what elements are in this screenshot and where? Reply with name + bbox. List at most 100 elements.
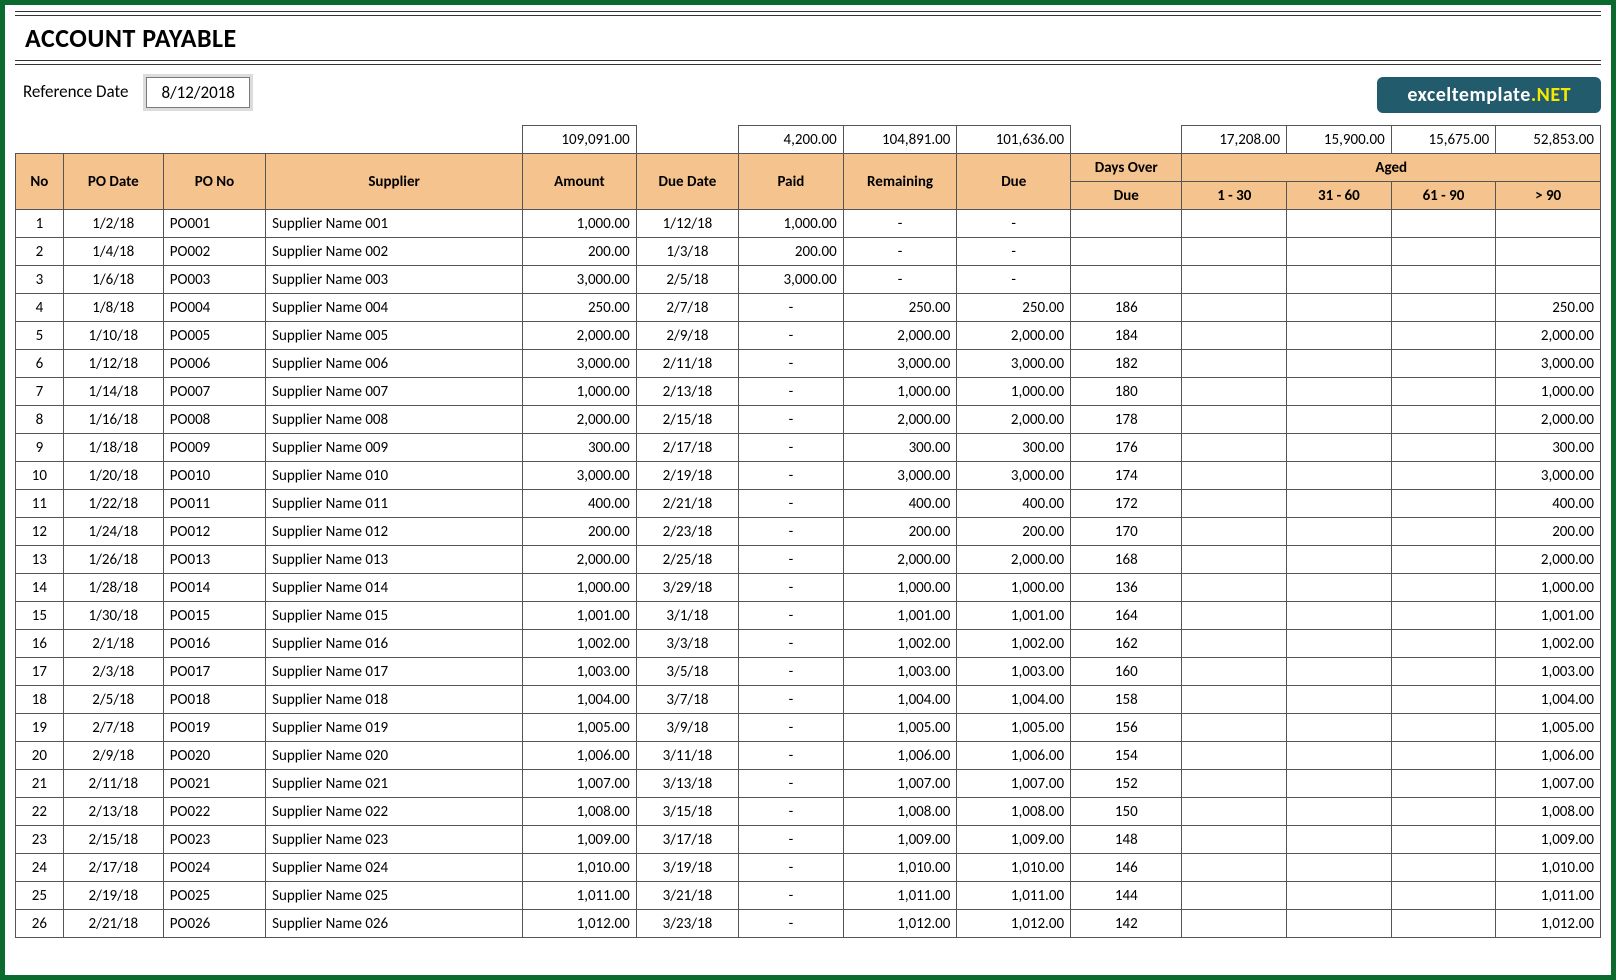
cell-a1[interactable]	[1182, 238, 1287, 266]
cell-due[interactable]: 2/11/18	[636, 350, 738, 378]
cell-amt[interactable]: 2,000.00	[523, 322, 637, 350]
cell-pono[interactable]: PO007	[163, 378, 265, 406]
cell-pono[interactable]: PO016	[163, 630, 265, 658]
cell-podate[interactable]: 2/5/18	[63, 686, 163, 714]
table-row[interactable]: 71/14/18PO007Supplier Name 0071,000.002/…	[16, 378, 1601, 406]
cell-amt[interactable]: 1,012.00	[523, 910, 637, 938]
cell-supp[interactable]: Supplier Name 005	[266, 322, 523, 350]
cell-a1[interactable]	[1182, 406, 1287, 434]
table-row[interactable]: 101/20/18PO010Supplier Name 0103,000.002…	[16, 462, 1601, 490]
cell-paid[interactable]: 3,000.00	[739, 266, 844, 294]
cell-duev[interactable]: 1,012.00	[957, 910, 1071, 938]
cell-no[interactable]: 15	[16, 602, 64, 630]
cell-pono[interactable]: PO015	[163, 602, 265, 630]
cell-paid[interactable]: -	[739, 462, 844, 490]
cell-a4[interactable]: 250.00	[1496, 294, 1601, 322]
cell-amt[interactable]: 200.00	[523, 238, 637, 266]
cell-a1[interactable]	[1182, 210, 1287, 238]
cell-days[interactable]: 142	[1071, 910, 1182, 938]
cell-paid[interactable]: -	[739, 378, 844, 406]
cell-days[interactable]	[1071, 238, 1182, 266]
cell-a2[interactable]	[1287, 462, 1392, 490]
cell-rem[interactable]: -	[843, 238, 957, 266]
cell-supp[interactable]: Supplier Name 010	[266, 462, 523, 490]
cell-paid[interactable]: -	[739, 434, 844, 462]
cell-supp[interactable]: Supplier Name 003	[266, 266, 523, 294]
cell-duev[interactable]: 3,000.00	[957, 462, 1071, 490]
table-row[interactable]: 162/1/18PO016Supplier Name 0161,002.003/…	[16, 630, 1601, 658]
cell-podate[interactable]: 1/6/18	[63, 266, 163, 294]
cell-paid[interactable]: -	[739, 350, 844, 378]
cell-no[interactable]: 11	[16, 490, 64, 518]
cell-a1[interactable]	[1182, 882, 1287, 910]
cell-days[interactable]: 136	[1071, 574, 1182, 602]
cell-supp[interactable]: Supplier Name 021	[266, 770, 523, 798]
cell-a3[interactable]	[1391, 434, 1496, 462]
cell-a2[interactable]	[1287, 294, 1392, 322]
cell-a2[interactable]	[1287, 714, 1392, 742]
cell-rem[interactable]: -	[843, 266, 957, 294]
table-row[interactable]: 222/13/18PO022Supplier Name 0221,008.003…	[16, 798, 1601, 826]
table-row[interactable]: 51/10/18PO005Supplier Name 0052,000.002/…	[16, 322, 1601, 350]
cell-rem[interactable]: 1,005.00	[843, 714, 957, 742]
cell-no[interactable]: 26	[16, 910, 64, 938]
cell-a4[interactable]: 1,000.00	[1496, 378, 1601, 406]
cell-due[interactable]: 2/19/18	[636, 462, 738, 490]
cell-no[interactable]: 13	[16, 546, 64, 574]
cell-a4[interactable]: 200.00	[1496, 518, 1601, 546]
cell-due[interactable]: 2/7/18	[636, 294, 738, 322]
cell-a3[interactable]	[1391, 770, 1496, 798]
cell-supp[interactable]: Supplier Name 023	[266, 826, 523, 854]
cell-supp[interactable]: Supplier Name 012	[266, 518, 523, 546]
cell-no[interactable]: 23	[16, 826, 64, 854]
cell-a1[interactable]	[1182, 854, 1287, 882]
cell-a1[interactable]	[1182, 294, 1287, 322]
cell-paid[interactable]: -	[739, 602, 844, 630]
cell-no[interactable]: 25	[16, 882, 64, 910]
cell-paid[interactable]: -	[739, 322, 844, 350]
cell-rem[interactable]: 250.00	[843, 294, 957, 322]
cell-no[interactable]: 8	[16, 406, 64, 434]
cell-rem[interactable]: 400.00	[843, 490, 957, 518]
cell-a2[interactable]	[1287, 686, 1392, 714]
cell-days[interactable]: 176	[1071, 434, 1182, 462]
cell-pono[interactable]: PO009	[163, 434, 265, 462]
cell-a1[interactable]	[1182, 546, 1287, 574]
cell-a3[interactable]	[1391, 798, 1496, 826]
cell-supp[interactable]: Supplier Name 002	[266, 238, 523, 266]
cell-duev[interactable]: 2,000.00	[957, 406, 1071, 434]
cell-rem[interactable]: 1,012.00	[843, 910, 957, 938]
cell-days[interactable]: 150	[1071, 798, 1182, 826]
cell-duev[interactable]: 300.00	[957, 434, 1071, 462]
cell-duev[interactable]: 2,000.00	[957, 546, 1071, 574]
cell-days[interactable]: 186	[1071, 294, 1182, 322]
cell-days[interactable]: 156	[1071, 714, 1182, 742]
cell-duev[interactable]: 1,003.00	[957, 658, 1071, 686]
cell-pono[interactable]: PO006	[163, 350, 265, 378]
cell-days[interactable]: 160	[1071, 658, 1182, 686]
cell-amt[interactable]: 3,000.00	[523, 462, 637, 490]
cell-due[interactable]: 2/23/18	[636, 518, 738, 546]
cell-rem[interactable]: 1,000.00	[843, 574, 957, 602]
cell-duev[interactable]: 1,005.00	[957, 714, 1071, 742]
cell-a4[interactable]: 1,009.00	[1496, 826, 1601, 854]
cell-supp[interactable]: Supplier Name 026	[266, 910, 523, 938]
cell-a2[interactable]	[1287, 378, 1392, 406]
cell-pono[interactable]: PO004	[163, 294, 265, 322]
cell-paid[interactable]: -	[739, 686, 844, 714]
cell-a4[interactable]: 2,000.00	[1496, 322, 1601, 350]
cell-days[interactable]: 162	[1071, 630, 1182, 658]
cell-a1[interactable]	[1182, 630, 1287, 658]
cell-a4[interactable]: 2,000.00	[1496, 406, 1601, 434]
cell-podate[interactable]: 1/18/18	[63, 434, 163, 462]
cell-podate[interactable]: 1/12/18	[63, 350, 163, 378]
cell-a4[interactable]: 1,005.00	[1496, 714, 1601, 742]
cell-a2[interactable]	[1287, 266, 1392, 294]
cell-a2[interactable]	[1287, 826, 1392, 854]
cell-a1[interactable]	[1182, 462, 1287, 490]
cell-podate[interactable]: 1/24/18	[63, 518, 163, 546]
cell-amt[interactable]: 3,000.00	[523, 350, 637, 378]
cell-a2[interactable]	[1287, 798, 1392, 826]
cell-a4[interactable]: 1,011.00	[1496, 882, 1601, 910]
cell-supp[interactable]: Supplier Name 009	[266, 434, 523, 462]
